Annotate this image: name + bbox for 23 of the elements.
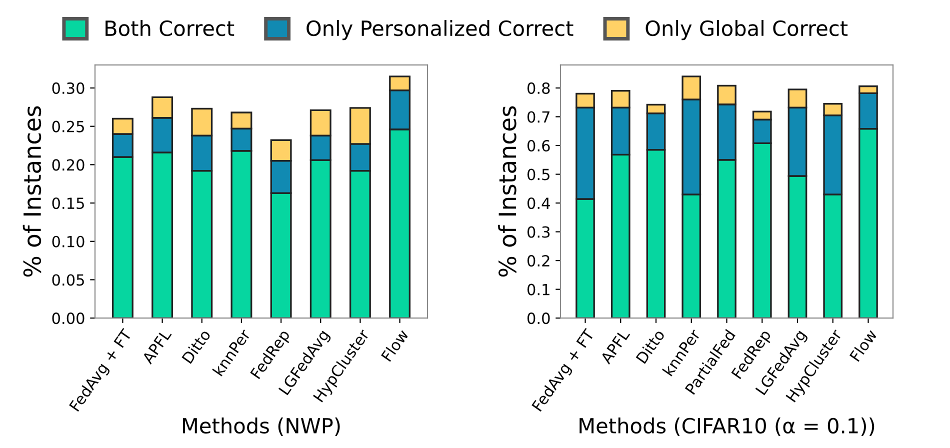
y-tick-label: 0.30 (52, 82, 84, 94)
y-tick-label: 0.4 (527, 197, 550, 210)
x-axis-title: Methods (NWP) (182, 417, 340, 436)
y-tick-label: 0.00 (52, 312, 84, 324)
y-tick-label: 0.8 (527, 82, 550, 94)
y-tick-label: 0.1 (527, 284, 550, 296)
y-axis-title: % of Instances (22, 106, 42, 277)
y-tick-label: 0.3 (527, 226, 550, 238)
legend-label: Only Personalized Correct (306, 20, 574, 40)
x-axis-title: Methods (CIFAR10 (α = 0.1)) (580, 417, 874, 436)
y-tick-label: 0.7 (527, 111, 550, 123)
y-tick-label: 0.0 (527, 312, 550, 324)
legend-label: Both Correct (106, 20, 234, 36)
y-tick-label: 0.25 (52, 120, 84, 132)
legend-label: Only Global Correct (646, 20, 848, 40)
y-axis-title: % of Instances (498, 106, 516, 277)
y-tick-label: 0.2 (527, 255, 550, 267)
y-tick-label: 0.6 (527, 140, 550, 152)
y-tick-label: 0.05 (52, 274, 84, 286)
y-tick-label: 0.15 (52, 197, 84, 210)
y-tick-label: 0.20 (52, 159, 84, 171)
y-tick-label: 0.10 (52, 236, 84, 248)
y-tick-label: 0.5 (527, 168, 550, 180)
